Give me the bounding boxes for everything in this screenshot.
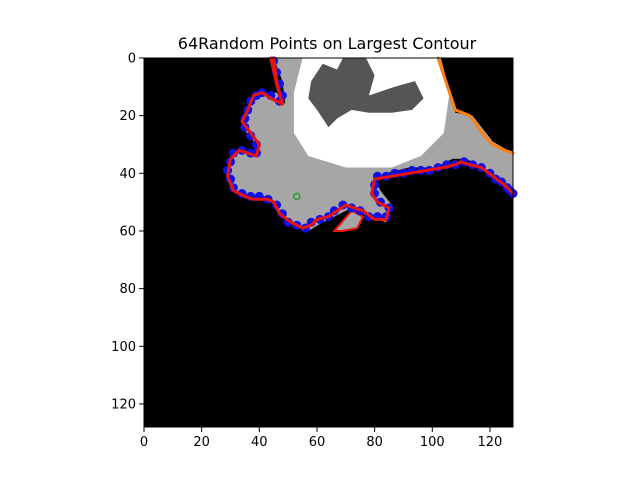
y-tick-label: 100 (111, 340, 136, 355)
y-axis: 0 20 40 60 80 100 120 (111, 52, 144, 412)
x-axis: 0 20 40 60 80 100 120 (140, 427, 502, 450)
left-edge-contour (269, 56, 284, 106)
x-tick-label: 120 (478, 435, 503, 450)
y-tick-label: 0 (128, 52, 136, 67)
axis-frame (143, 57, 514, 428)
y-tick-label: 120 (111, 397, 136, 412)
x-tick-label: 60 (309, 435, 326, 450)
x-tick-label: 20 (193, 435, 210, 450)
plot-area (144, 56, 518, 427)
centroid-marker (293, 192, 301, 201)
x-tick-label: 0 (140, 435, 148, 450)
y-tick-label: 40 (119, 167, 136, 182)
y-tick-label: 80 (119, 282, 136, 297)
y-tick-label: 60 (119, 224, 136, 239)
small-patch (332, 209, 365, 232)
chart-title: 64Random Points on Largest Contour (178, 34, 477, 53)
y-tick-label: 20 (119, 109, 136, 124)
outer-edge-contour (436, 56, 515, 155)
x-tick-label: 40 (251, 435, 268, 450)
dark-region (308, 58, 424, 128)
x-tick-label: 100 (420, 435, 445, 450)
x-tick-label: 80 (366, 435, 383, 450)
largest-contour (226, 56, 515, 230)
